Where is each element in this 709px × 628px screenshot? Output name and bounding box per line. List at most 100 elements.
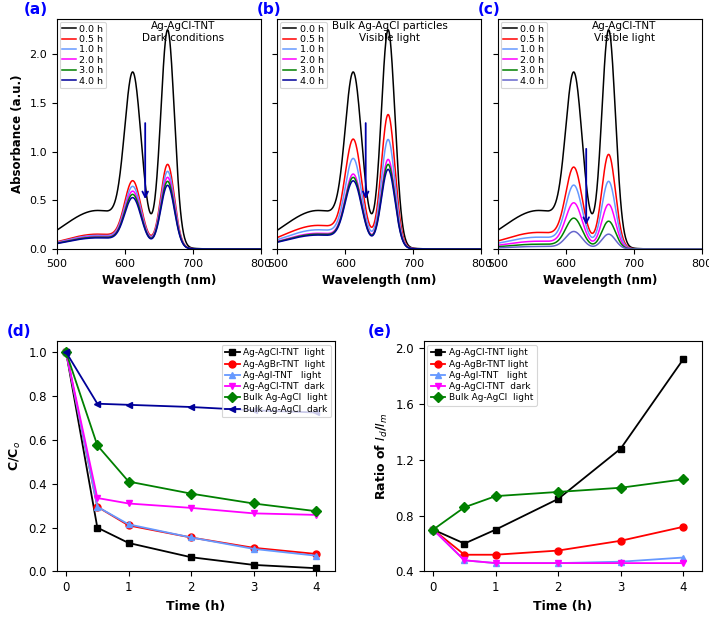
- 3.0 h: [89, 234, 97, 241]
- Line: 3.0 h: 3.0 h: [57, 181, 261, 249]
- Line: 0.0 h: 0.0 h: [57, 30, 261, 249]
- Ag-AgI-TNT   light: [93, 503, 101, 511]
- Bulk Ag-AgCl  light: [679, 475, 688, 483]
- 1.0 h: [206, 246, 215, 253]
- 0.0 h: [189, 244, 198, 252]
- Ag-AgBr-TNT light: [616, 537, 625, 544]
- 0.0 h: [206, 245, 215, 252]
- 1.0 h: [546, 233, 554, 241]
- 1.0 h: [393, 205, 402, 213]
- 2.0 h: [427, 246, 435, 253]
- 3.0 h: [365, 230, 374, 237]
- Line: 0.0 h: 0.0 h: [277, 30, 481, 249]
- Line: Bulk Ag-AgCl  light: Bulk Ag-AgCl light: [430, 476, 686, 533]
- 0.5 h: [647, 246, 656, 253]
- 3.0 h: [163, 178, 172, 185]
- X-axis label: Time (h): Time (h): [166, 600, 225, 613]
- 4.0 h: [614, 240, 623, 247]
- Line: 2.0 h: 2.0 h: [57, 177, 261, 249]
- 3.0 h: [309, 230, 318, 238]
- 3.0 h: [546, 241, 554, 248]
- 2.0 h: [586, 236, 595, 244]
- 4.0 h: [257, 246, 265, 253]
- 0.5 h: [309, 222, 318, 229]
- 4.0 h: [384, 166, 392, 173]
- 4.0 h: [163, 181, 172, 189]
- Text: Bulk Ag-AgCl particles
Visible light: Bulk Ag-AgCl particles Visible light: [332, 21, 447, 43]
- Y-axis label: Absorbance (a.u.): Absorbance (a.u.): [11, 75, 23, 193]
- Bulk Ag-AgCl  light: [93, 441, 101, 449]
- 1.0 h: [325, 226, 334, 234]
- Line: Bulk Ag-AgCl  light: Bulk Ag-AgCl light: [62, 349, 320, 514]
- Line: Ag-AgBr-TNT light: Ag-AgBr-TNT light: [430, 523, 686, 558]
- 3.0 h: [647, 246, 656, 253]
- Ag-AgCl-TNT  dark: [679, 560, 688, 567]
- Ag-AgI-TNT   light: [460, 556, 469, 564]
- 4.0 h: [273, 239, 281, 246]
- 2.0 h: [546, 237, 554, 245]
- 3.0 h: [257, 246, 265, 253]
- 1.0 h: [647, 246, 656, 253]
- 0.5 h: [189, 245, 198, 252]
- 2.0 h: [698, 246, 706, 253]
- Line: 2.0 h: 2.0 h: [498, 203, 702, 249]
- Line: 3.0 h: 3.0 h: [498, 218, 702, 249]
- Line: 0.5 h: 0.5 h: [57, 165, 261, 249]
- Line: 4.0 h: 4.0 h: [498, 232, 702, 249]
- 2.0 h: [173, 219, 182, 227]
- 1.0 h: [604, 178, 613, 185]
- 3.0 h: [384, 161, 392, 168]
- Ag-AgBr-TNT  light: [93, 503, 101, 511]
- 1.0 h: [257, 246, 265, 253]
- 0.0 h: [427, 245, 435, 252]
- 0.5 h: [410, 245, 418, 252]
- 2.0 h: [393, 213, 402, 220]
- 2.0 h: [206, 246, 215, 253]
- 1.0 h: [530, 234, 538, 241]
- Legend: 0.0 h, 0.5 h, 1.0 h, 2.0 h, 3.0 h, 4.0 h: 0.0 h, 0.5 h, 1.0 h, 2.0 h, 3.0 h, 4.0 h: [280, 22, 327, 89]
- 4.0 h: [569, 228, 578, 236]
- 2.0 h: [273, 237, 281, 245]
- 2.0 h: [384, 156, 392, 163]
- 2.0 h: [325, 229, 334, 237]
- 1.0 h: [105, 232, 113, 239]
- Ag-AgBr-TNT  light: [250, 544, 258, 551]
- Bulk Ag-AgCl  dark: [312, 409, 320, 416]
- 0.0 h: [105, 207, 113, 214]
- 2.0 h: [52, 239, 61, 247]
- Line: Bulk Ag-AgCl  dark: Bulk Ag-AgCl dark: [62, 349, 320, 416]
- 4.0 h: [630, 246, 639, 253]
- 1.0 h: [52, 239, 61, 246]
- 4.0 h: [410, 245, 418, 252]
- 2.0 h: [410, 245, 418, 252]
- 2.0 h: [163, 173, 172, 181]
- Ag-AgI-TNT   light: [124, 521, 133, 528]
- 2.0 h: [365, 229, 374, 236]
- 4.0 h: [89, 234, 97, 242]
- Ag-AgBr-TNT light: [491, 551, 500, 558]
- 0.5 h: [384, 111, 392, 118]
- 3.0 h: [410, 245, 418, 252]
- Ag-AgCl-TNT  dark: [250, 509, 258, 517]
- 0.5 h: [89, 230, 97, 238]
- Legend: 0.0 h, 0.5 h, 1.0 h, 2.0 h, 3.0 h, 4.0 h: 0.0 h, 0.5 h, 1.0 h, 2.0 h, 3.0 h, 4.0 h: [60, 22, 106, 89]
- Text: (c): (c): [477, 1, 500, 16]
- Ag-AgCl-TNT  dark: [429, 526, 437, 533]
- Ag-AgCl-TNT light: [491, 526, 500, 533]
- 1.0 h: [145, 231, 153, 239]
- 3.0 h: [173, 220, 182, 228]
- Ag-AgI-TNT   light: [187, 534, 196, 541]
- 0.0 h: [647, 245, 656, 252]
- Line: Ag-AgI-TNT   light: Ag-AgI-TNT light: [62, 349, 320, 559]
- Ag-AgI-TNT   light: [312, 552, 320, 560]
- 0.0 h: [393, 166, 402, 173]
- Ag-AgCl-TNT  dark: [616, 560, 625, 567]
- 3.0 h: [614, 236, 623, 243]
- Ag-AgBr-TNT  light: [312, 550, 320, 558]
- 0.0 h: [614, 166, 623, 173]
- 1.0 h: [173, 217, 182, 225]
- 3.0 h: [145, 233, 153, 241]
- Legend: Ag-AgCl-TNT light, Ag-AgBr-TNT light, Ag-AgI-TNT   light, Ag-AgCl-TNT  dark, Bul: Ag-AgCl-TNT light, Ag-AgBr-TNT light, Ag…: [428, 345, 537, 406]
- 1.0 h: [89, 232, 97, 239]
- Ag-AgBr-TNT light: [460, 551, 469, 558]
